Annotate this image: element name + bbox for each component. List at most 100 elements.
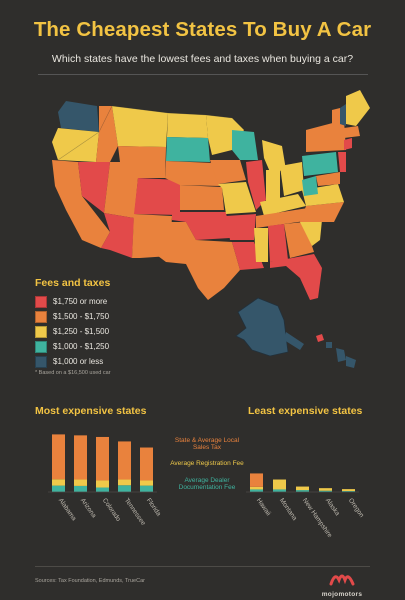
state-connecticut xyxy=(344,138,352,150)
category-label: Florida xyxy=(145,497,162,518)
state-north-dakota xyxy=(167,113,208,138)
state-oregon xyxy=(52,128,99,162)
state-hawaii-1 xyxy=(316,334,324,342)
state-new-jersey xyxy=(338,152,346,172)
bar-segment xyxy=(140,485,153,492)
legend-item: $1,250 - $1,500 xyxy=(35,325,109,339)
category-label: Montana xyxy=(278,497,298,522)
state-nevada xyxy=(78,162,110,213)
legend-title: Fees and taxes xyxy=(35,277,111,289)
bar-segment xyxy=(118,479,131,486)
state-arizona xyxy=(101,213,134,258)
bar-segment xyxy=(250,486,263,490)
state-indiana xyxy=(266,170,280,202)
legend-item: $1,500 - $1,750 xyxy=(35,310,109,324)
state-hawaii-2 xyxy=(326,342,332,348)
state-alabama xyxy=(268,224,288,262)
legend-swatch xyxy=(35,325,47,338)
category-label: Oregon xyxy=(347,497,365,519)
bar-segment xyxy=(140,447,153,481)
bar-segment xyxy=(52,479,65,486)
most-expensive-title: Most expensive states xyxy=(35,405,147,417)
category-label: Alaska xyxy=(324,497,341,517)
footnote: * Based on a $16,500 used car xyxy=(35,370,111,376)
state-michigan xyxy=(262,140,286,172)
bar-segment xyxy=(118,485,131,492)
category-label: Tennessee xyxy=(123,497,147,527)
bar-segment xyxy=(52,485,65,492)
state-pennsylvania xyxy=(302,152,338,176)
legend-item: $1,000 or less xyxy=(35,355,109,369)
category-label: Arizona xyxy=(79,497,98,519)
bar-segment xyxy=(296,486,309,491)
state-kansas xyxy=(180,185,224,210)
bar-segment xyxy=(74,479,87,486)
state-alaska xyxy=(235,297,289,357)
state-maryland xyxy=(316,172,340,186)
state-missouri xyxy=(218,182,256,214)
bar-segment xyxy=(52,434,65,480)
bar-segment xyxy=(319,490,332,492)
divider xyxy=(38,74,368,75)
bar-segment xyxy=(296,490,309,492)
brand-logo: mojomotors xyxy=(312,570,372,598)
state-iowa xyxy=(210,160,246,184)
state-maine xyxy=(346,90,370,126)
bar-segment xyxy=(250,473,263,487)
legend-label: $1,000 or less xyxy=(53,357,104,367)
bar-segment xyxy=(342,489,355,492)
state-nebraska xyxy=(165,161,220,186)
state-florida xyxy=(270,254,322,300)
legend-swatch xyxy=(35,340,47,353)
state-montana xyxy=(112,106,168,147)
state-south-dakota xyxy=(166,137,210,162)
state-utah xyxy=(104,162,138,218)
page-subtitle: Which states have the lowest fees and ta… xyxy=(51,53,354,65)
state-illinois xyxy=(246,160,266,210)
bar-segment xyxy=(273,479,286,490)
state-alaska-tail xyxy=(284,332,304,350)
state-mississippi xyxy=(254,228,268,262)
state-ohio xyxy=(280,162,304,196)
bar-segment xyxy=(74,485,87,492)
logo-mark-icon xyxy=(329,574,355,586)
state-texas xyxy=(158,222,240,300)
legend-label: $1,250 - $1,500 xyxy=(53,327,110,337)
legend-label: $1,750 or more xyxy=(53,297,108,307)
bar-segment xyxy=(250,489,263,492)
state-hawaii-4 xyxy=(346,356,356,368)
state-california xyxy=(52,160,110,248)
divider xyxy=(35,566,370,567)
legend-item: $1,750 or more xyxy=(35,295,109,309)
legend-item: $1,000 - $1,250 xyxy=(35,340,109,354)
state-south-carolina xyxy=(300,220,322,246)
logo-text: mojomotors xyxy=(321,591,363,598)
bar-segment xyxy=(118,441,131,480)
state-oklahoma xyxy=(172,212,230,240)
legend-swatch xyxy=(35,295,47,308)
sources: Sources: Tax Foundation, Edmunds, TrueCa… xyxy=(35,578,145,584)
state-arkansas xyxy=(226,214,256,240)
bar-segment xyxy=(140,480,153,486)
legend-label: $1,500 - $1,750 xyxy=(53,312,110,322)
legend-swatch xyxy=(35,310,47,323)
state-new-hampshire xyxy=(340,104,346,126)
state-colorado xyxy=(134,178,180,215)
state-wyoming xyxy=(118,146,166,178)
state-tennessee xyxy=(256,208,312,228)
state-washington xyxy=(58,101,99,132)
bar-segment xyxy=(96,436,109,481)
state-idaho xyxy=(96,106,118,162)
state-kentucky xyxy=(260,194,306,216)
state-vermont xyxy=(332,108,340,126)
state-wisconsin xyxy=(232,130,258,160)
category-label: Colorado xyxy=(101,497,122,523)
state-north-carolina xyxy=(300,202,344,222)
bar-segment xyxy=(96,487,109,492)
category-label: Hawaii xyxy=(255,497,272,517)
legend-label: $1,000 - $1,250 xyxy=(53,342,110,352)
bar-segment xyxy=(342,491,355,492)
state-massachusetts xyxy=(344,126,360,138)
